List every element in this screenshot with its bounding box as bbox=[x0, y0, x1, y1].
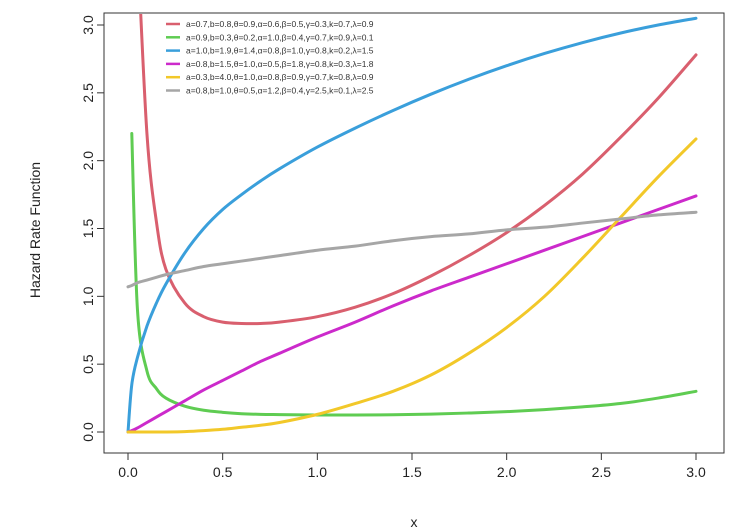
y-tick-label: 2.0 bbox=[80, 151, 96, 171]
series-line-1 bbox=[139, 14, 698, 326]
plot-frame bbox=[103, 12, 725, 454]
legend-label: a=0.8,b=1.5,θ=1.0,α=0.5,β=1.8,γ=0.8,k=0.… bbox=[186, 59, 374, 69]
series-line-3 bbox=[126, 16, 698, 434]
legend: a=0.7,b=0.8,θ=0.9,α=0.6,β=0.5,γ=0.3,k=0.… bbox=[166, 19, 374, 96]
x-axis-title: x bbox=[411, 514, 418, 530]
legend-label: a=0.9,b=0.3,θ=0.2,α=1.0,β=0.4,γ=0.7,k=0.… bbox=[186, 32, 374, 42]
y-tick-label: 1.0 bbox=[80, 286, 96, 306]
x-tick-label: 0.0 bbox=[118, 464, 138, 480]
x-tick-label: 2.0 bbox=[497, 464, 517, 480]
legend-label: a=0.3,b=4.0,θ=1.0,α=0.8,β=0.9,γ=0.7,k=0.… bbox=[186, 72, 374, 82]
y-axis-title: Hazard Rate Function bbox=[27, 162, 43, 298]
series-line-6 bbox=[126, 210, 698, 289]
x-axis: 0.0 0.5 1.0 1.5 2.0 2.5 3.0 bbox=[118, 453, 706, 480]
x-tick-label: 3.0 bbox=[686, 464, 706, 480]
x-tick-label: 0.5 bbox=[213, 464, 233, 480]
y-tick-label: 1.5 bbox=[80, 219, 96, 239]
series-lines bbox=[126, 14, 698, 434]
x-tick-label: 1.0 bbox=[308, 464, 328, 480]
x-tick-label: 2.5 bbox=[592, 464, 612, 480]
series-line-4 bbox=[126, 194, 698, 434]
y-axis: 0.0 0.5 1.0 1.5 2.0 2.5 3.0 bbox=[80, 15, 104, 442]
legend-label: a=1.0,b=1.9,θ=1.4,α=0.8,β=1.0,γ=0.8,k=0.… bbox=[186, 46, 374, 56]
y-tick-label: 0.5 bbox=[80, 354, 96, 374]
legend-label: a=0.8,b=1.0,θ=0.5,α=1.2,β=0.4,γ=2.5,k=0.… bbox=[186, 86, 374, 96]
series-line-5 bbox=[126, 137, 698, 434]
y-tick-label: 0.0 bbox=[80, 422, 96, 442]
y-tick-label: 3.0 bbox=[80, 15, 96, 35]
x-tick-label: 1.5 bbox=[402, 464, 422, 480]
legend-label: a=0.7,b=0.8,θ=0.9,α=0.6,β=0.5,γ=0.3,k=0.… bbox=[186, 19, 374, 29]
series-line-2 bbox=[130, 132, 698, 417]
y-tick-label: 2.5 bbox=[80, 83, 96, 103]
